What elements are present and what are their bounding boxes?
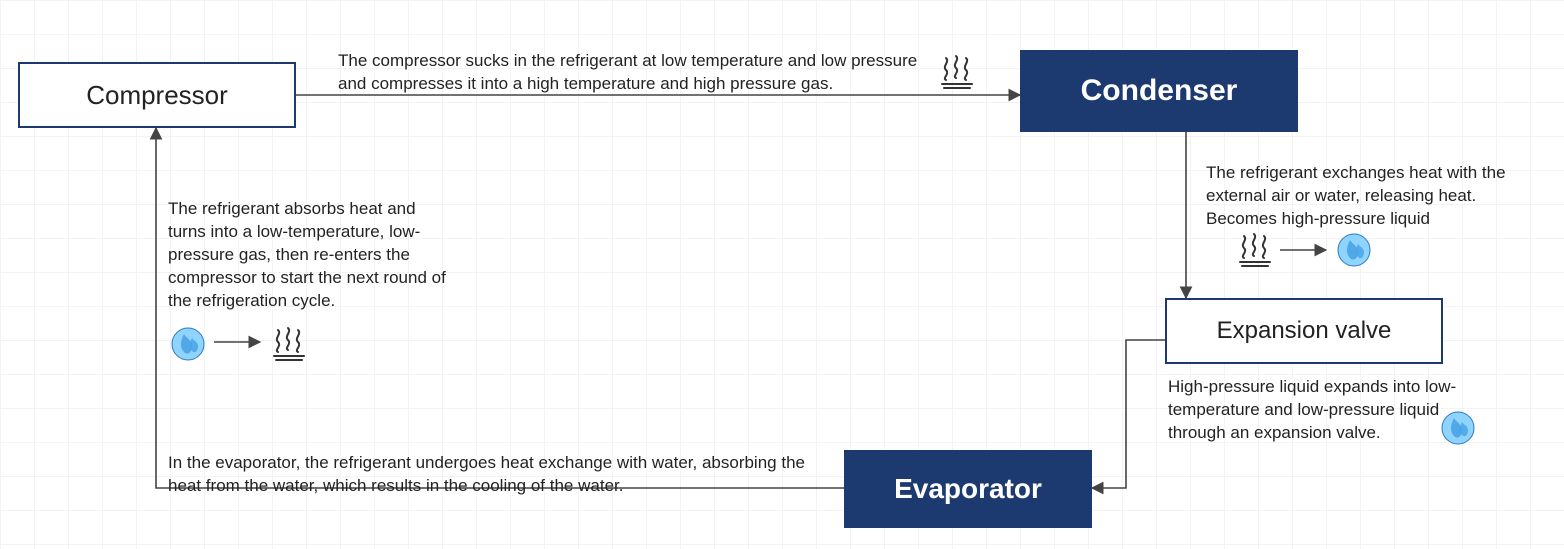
node-compressor: Compressor: [18, 62, 296, 128]
steam-icon: [1236, 232, 1276, 273]
node-condenser: Condenser: [1020, 50, 1298, 132]
node-label: Evaporator: [894, 473, 1042, 505]
water-drop-icon: [1336, 232, 1372, 273]
node-expansion-valve: Expansion valve: [1165, 298, 1443, 364]
caption-evaporator-to-compressor: The refrigerant absorbs heat and turns i…: [168, 198, 458, 313]
node-label: Condenser: [1081, 74, 1238, 108]
caption-evaporator-process: In the evaporator, the refrigerant under…: [168, 452, 808, 498]
node-evaporator: Evaporator: [844, 450, 1092, 528]
caption-compressor-to-condenser: The compressor sucks in the refrigerant …: [338, 50, 928, 96]
node-label: Expansion valve: [1217, 317, 1392, 345]
water-drop-icon: [170, 326, 206, 367]
caption-condenser-to-expansion: The refrigerant exchanges heat with the …: [1206, 162, 1526, 231]
steam-icon: [270, 326, 310, 367]
water-drop-icon: [1440, 410, 1476, 451]
node-label: Compressor: [86, 80, 228, 111]
diagram-stage: Compressor Condenser Expansion valve Eva…: [0, 0, 1564, 549]
steam-icon: [938, 54, 978, 95]
